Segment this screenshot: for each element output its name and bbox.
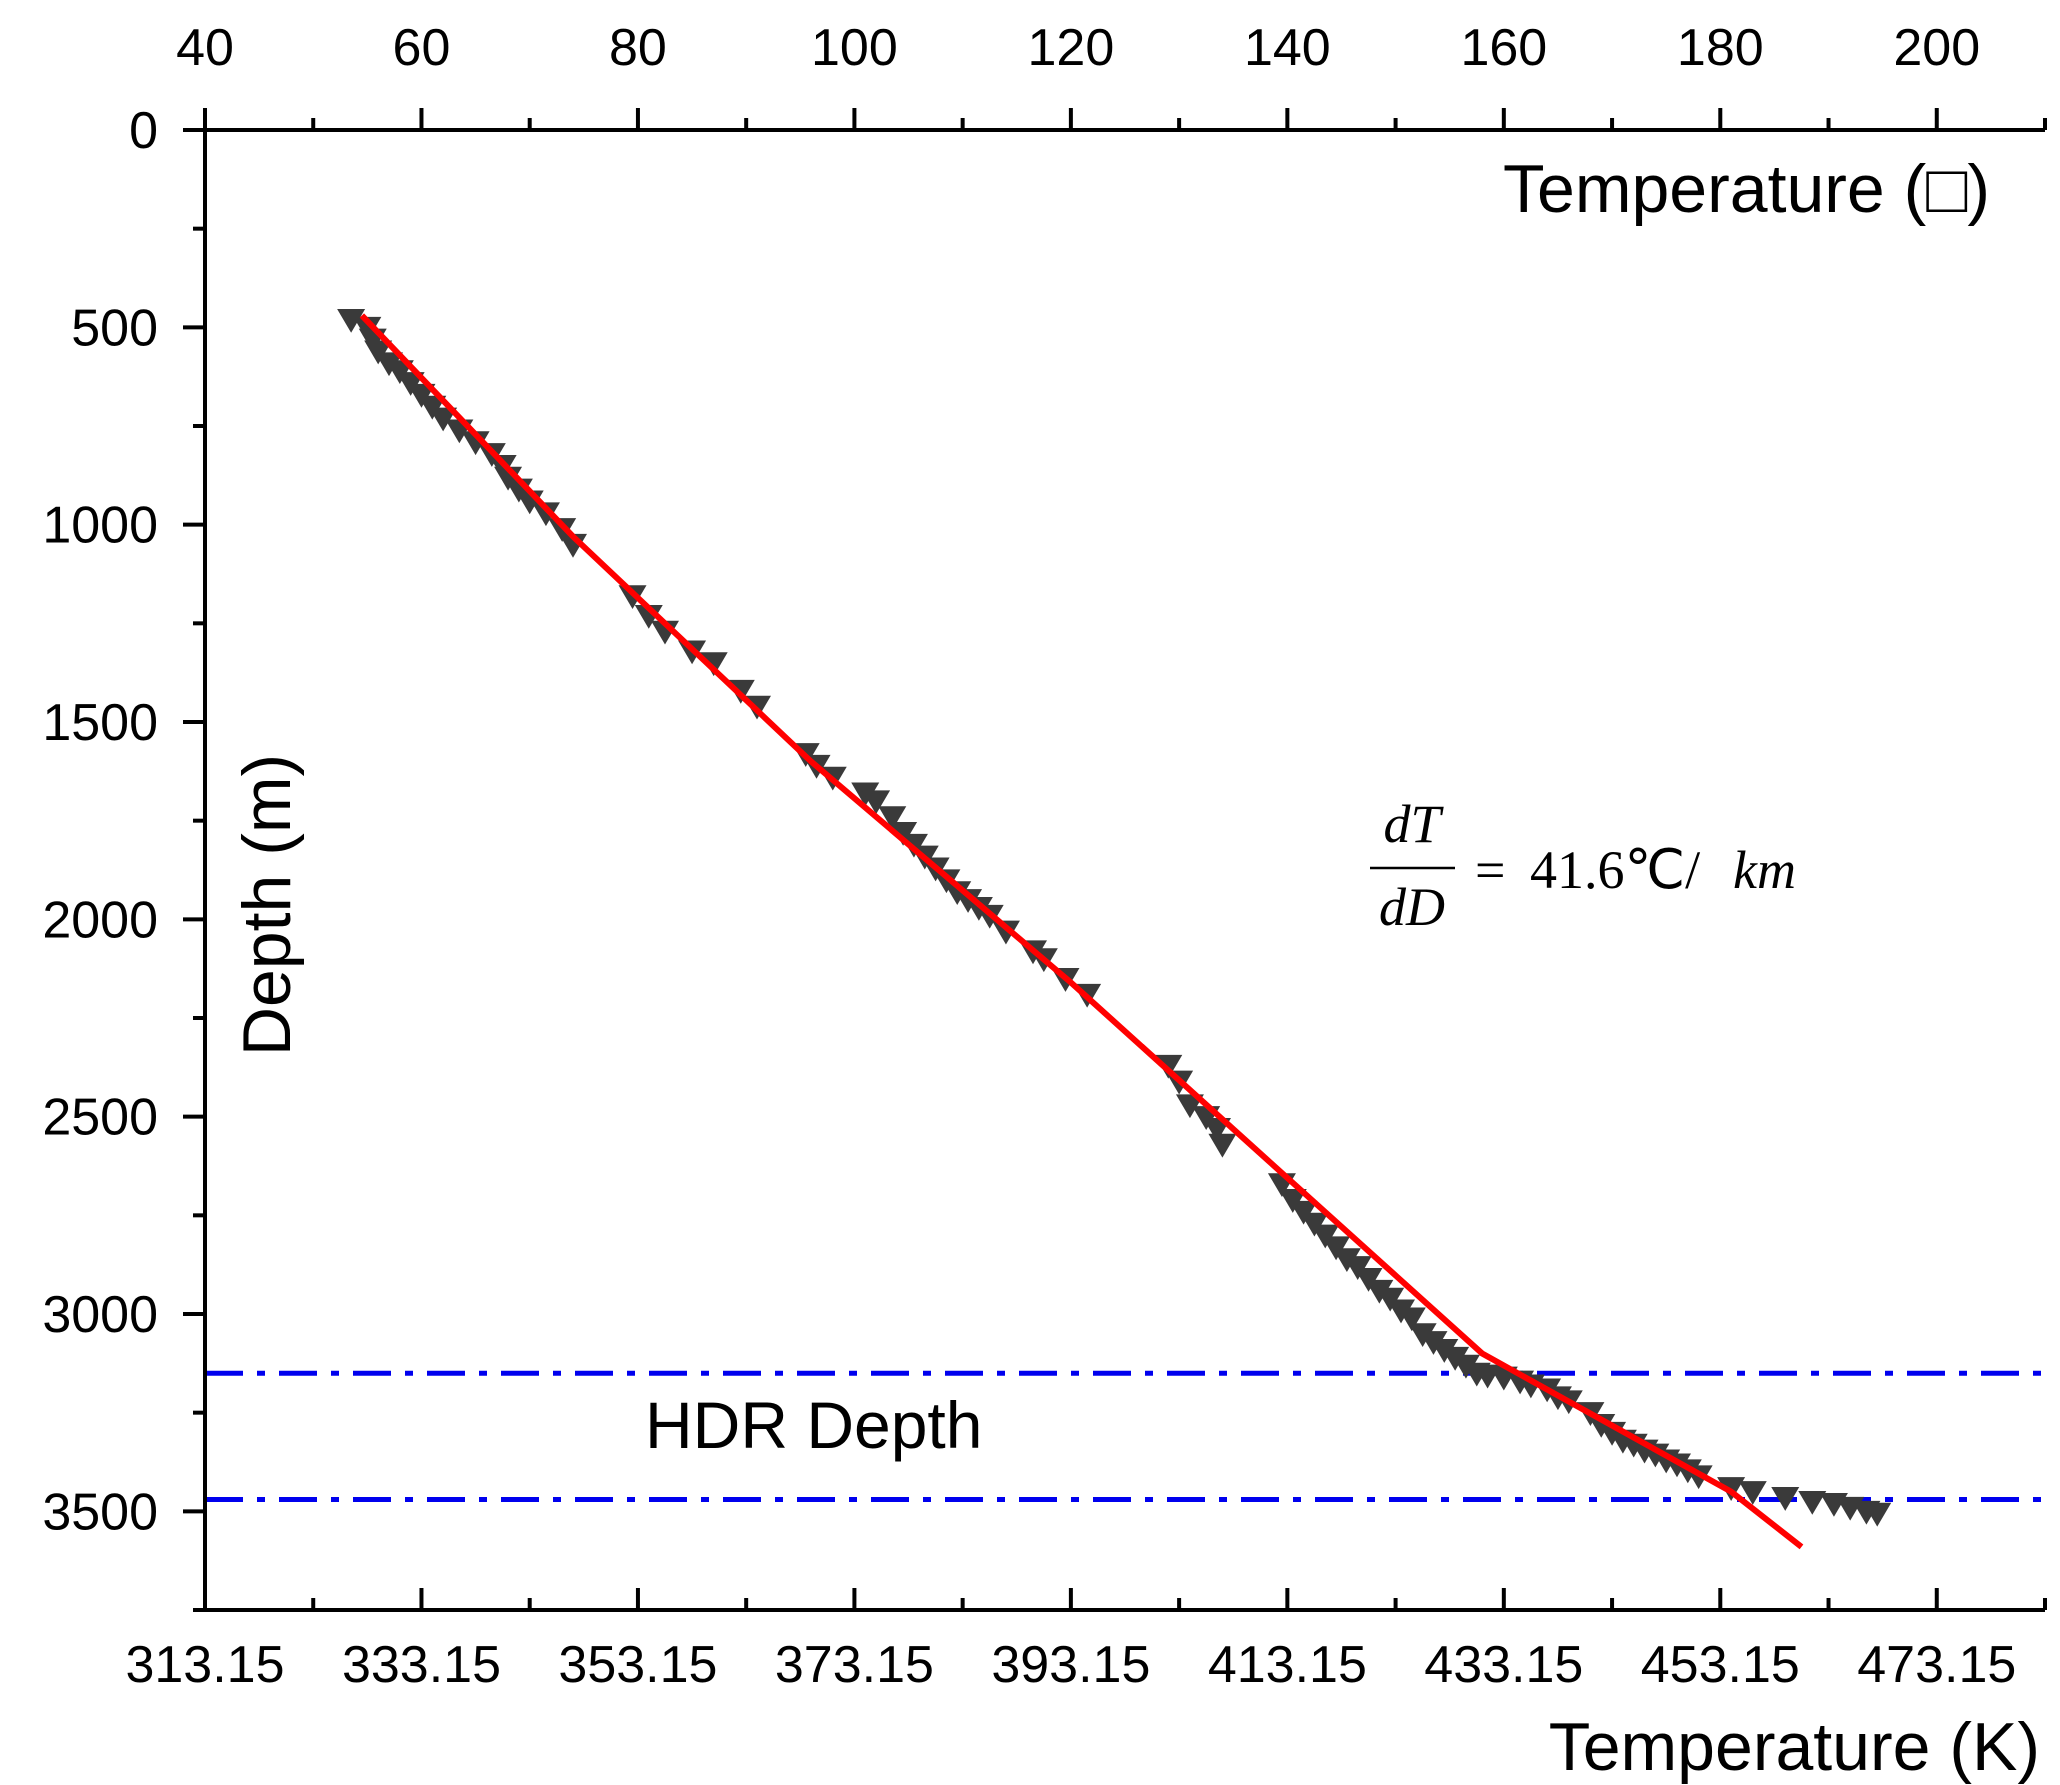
- top-x-tick-label: 120: [1027, 19, 1114, 77]
- y-axis-title: Depth (m): [229, 754, 305, 1056]
- data-point: [531, 502, 560, 527]
- bottom-x-tick-label: 433.15: [1424, 1636, 1583, 1694]
- gradient-value: 41.6℃/: [1530, 840, 1700, 900]
- bottom-x-tick-label: 393.15: [991, 1636, 1150, 1694]
- bottom-x-tick-label: 413.15: [1208, 1636, 1367, 1694]
- data-point: [699, 652, 728, 677]
- y-tick-label: 500: [71, 299, 158, 357]
- gradient-denominator: dD: [1379, 877, 1445, 937]
- y-tick-label: 3500: [42, 1483, 158, 1541]
- y-tick-label: 2500: [42, 1089, 158, 1147]
- reference-lines: [205, 1370, 2045, 1502]
- top-x-tick-label: 100: [811, 19, 898, 77]
- top-x-tick-label: 140: [1244, 19, 1331, 77]
- top-x-tick-label: 160: [1460, 19, 1547, 77]
- top-x-tick-label: 180: [1677, 19, 1764, 77]
- data-point: [461, 431, 490, 456]
- data-point: [1397, 1307, 1426, 1332]
- data-point: [548, 518, 577, 542]
- hdr-depth-label: HDR Depth: [645, 1388, 982, 1462]
- gradient-equals: =: [1475, 840, 1505, 900]
- data-point: [429, 407, 458, 432]
- top-x-tick-label: 60: [393, 19, 451, 77]
- bottom-x-tick-label: 453.15: [1641, 1636, 1800, 1694]
- top-x-tick-label: 200: [1893, 19, 1980, 77]
- top-x-axis-title: Temperature (□): [1503, 151, 1990, 227]
- gradient-unit: km: [1733, 840, 1796, 900]
- data-point: [337, 308, 366, 333]
- y-tick-label: 2000: [42, 891, 158, 949]
- y-tick-label: 1500: [42, 694, 158, 752]
- data-point: [1798, 1490, 1827, 1515]
- data-point: [1863, 1502, 1892, 1527]
- bottom-x-tick-label: 373.15: [775, 1636, 934, 1694]
- data-point: [862, 790, 891, 815]
- y-tick-label: 0: [129, 102, 158, 160]
- data-point: [991, 920, 1020, 945]
- y-tick-label: 1000: [42, 497, 158, 555]
- axes: 40 60 80 100 120 140 160 180 200 313.15 333.15 353.…: [42, 19, 2047, 1694]
- data-point: [618, 585, 647, 610]
- bottom-x-tick-label: 333.15: [342, 1636, 501, 1694]
- data-point: [1208, 1133, 1237, 1158]
- data-point: [1738, 1481, 1767, 1505]
- y-tick-label: 3000: [42, 1286, 158, 1344]
- bottom-x-tick-label: 313.15: [125, 1636, 284, 1694]
- bottom-x-tick-label: 353.15: [558, 1636, 717, 1694]
- fit-line: [359, 313, 1804, 1550]
- bottom-x-axis-title: Temperature (K): [1549, 1709, 2040, 1785]
- data-series: [337, 308, 1892, 1550]
- top-x-tick-label: 80: [609, 19, 667, 77]
- data-point: [878, 806, 907, 831]
- gradient-numerator: dT: [1383, 794, 1444, 854]
- gradient-annotation: dT dD = 41.6℃/ km: [1370, 794, 1796, 937]
- axis-labels: Depth (m) Temperature (□) Temperature (K…: [229, 151, 2040, 1785]
- top-x-tick-label: 40: [176, 19, 234, 77]
- bottom-x-tick-label: 473.15: [1857, 1636, 2016, 1694]
- data-point: [1771, 1487, 1800, 1511]
